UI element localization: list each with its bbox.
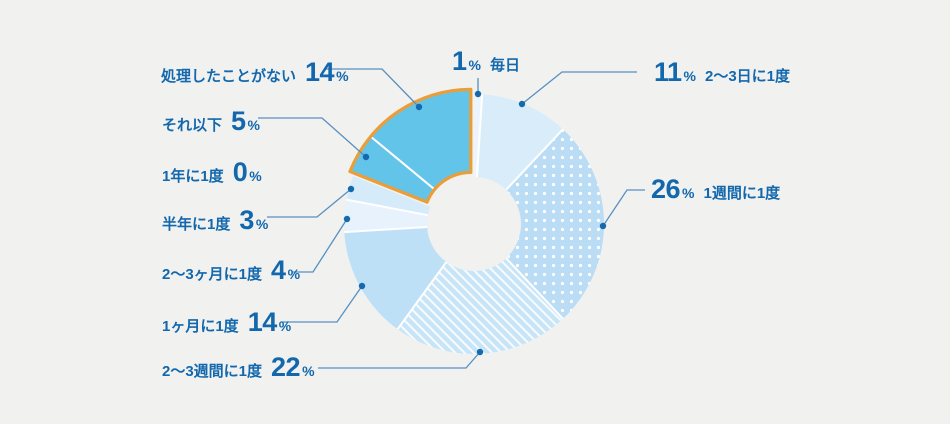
label-text: 2〜3日に1度 [705,68,791,85]
label-text: 半年に1度 [162,216,231,233]
label-value: 3% [239,205,268,240]
pie-slice-3 [397,258,563,354]
leader-dot [347,185,355,193]
percent-sign: % [287,266,301,282]
pie-slice-2 [506,129,605,319]
label-text: 1年に1度 [162,168,224,185]
label-number: 14 [305,57,335,87]
label-text: 1週間に1度 [703,185,781,202]
percent-sign: % [302,363,315,379]
label-once-a-year: 1年に1度 0% [162,157,262,192]
leader-line [318,351,481,369]
label-less-often: それ以下 5% [162,106,260,141]
pie-slice-4 [344,226,447,330]
label-value: 5% [231,106,260,141]
slice-divider [344,225,428,234]
percent-sign: % [468,57,481,73]
leader-dot [474,90,482,98]
leader-line [267,188,352,218]
pie-slice-1 [476,94,563,190]
label-value: 4% [271,255,300,290]
slice-divider [346,198,429,217]
slice-divider [396,261,448,330]
leader-line [325,68,420,108]
label-value: 14% [248,307,292,342]
label-text: 1ヶ月に1度 [162,318,239,335]
label-value: 14% [305,57,349,92]
leader-lines-group [258,68,645,369]
leader-dot [358,282,366,290]
label-value: 22% [271,352,315,387]
percent-sign: % [247,117,260,133]
label-text: 処理したことがない [161,68,297,85]
label-number: 14 [247,307,278,337]
pie-slice-8 [349,136,435,203]
label-number: 4 [271,255,286,285]
slice-divider [505,128,564,191]
label-number: 3 [239,205,254,235]
label-once-2-3-months: 2〜3ヶ月に1度 4% [162,255,300,290]
label-text: 2〜3週間に1度 [162,363,263,380]
leader-dot [415,103,423,111]
label-value: 1% [452,46,481,81]
leader-dot [476,348,484,356]
slice-divider [505,257,564,320]
percent-sign: % [683,68,696,84]
label-number: 0 [232,157,248,187]
leader-dot [518,100,526,108]
label-once-2-3-days: 11% 2〜3日に1度 [654,57,790,92]
pie-slice-6 [346,176,431,216]
highlight-outline [348,87,473,204]
percent-sign: % [682,185,695,201]
label-value: 26% [651,174,695,209]
percent-sign: % [255,216,269,232]
label-once-a-week: 26% 1週間に1度 [651,174,780,209]
label-text: それ以下 [162,117,223,134]
leader-line [521,71,637,105]
slices-group [344,94,605,354]
leader-line [602,189,645,227]
leader-line [292,218,348,273]
label-everyday: 1% 毎日 [452,46,520,81]
label-number: 1 [452,46,467,76]
leader-dot [599,222,607,230]
slice-divider [369,135,436,191]
label-never-processed: 処理したことがない 14% [161,57,349,92]
label-once-a-month: 1ヶ月に1度 14% [162,307,291,342]
label-number: 26 [651,174,681,204]
leader-dot [343,215,351,223]
label-number: 22 [271,352,301,382]
leader-line [258,117,367,158]
label-number: 11 [654,57,682,87]
leader-dot [362,153,370,161]
label-value: 0% [233,157,262,192]
label-once-2-3-weeks: 2〜3週間に1度 22% [162,352,315,387]
label-value: 11% [654,57,696,92]
highlighted-slices-group [348,87,473,204]
label-once-half-year: 半年に1度 3% [162,205,268,240]
pie-slice-5 [344,199,428,233]
label-number: 5 [231,106,246,136]
label-text: 2〜3ヶ月に1度 [162,266,263,283]
percent-sign: % [249,168,262,184]
percent-sign: % [278,318,292,334]
label-text: 毎日 [489,57,520,74]
slice-divider [475,94,484,178]
leader-line [281,285,363,323]
percent-sign: % [336,68,349,84]
